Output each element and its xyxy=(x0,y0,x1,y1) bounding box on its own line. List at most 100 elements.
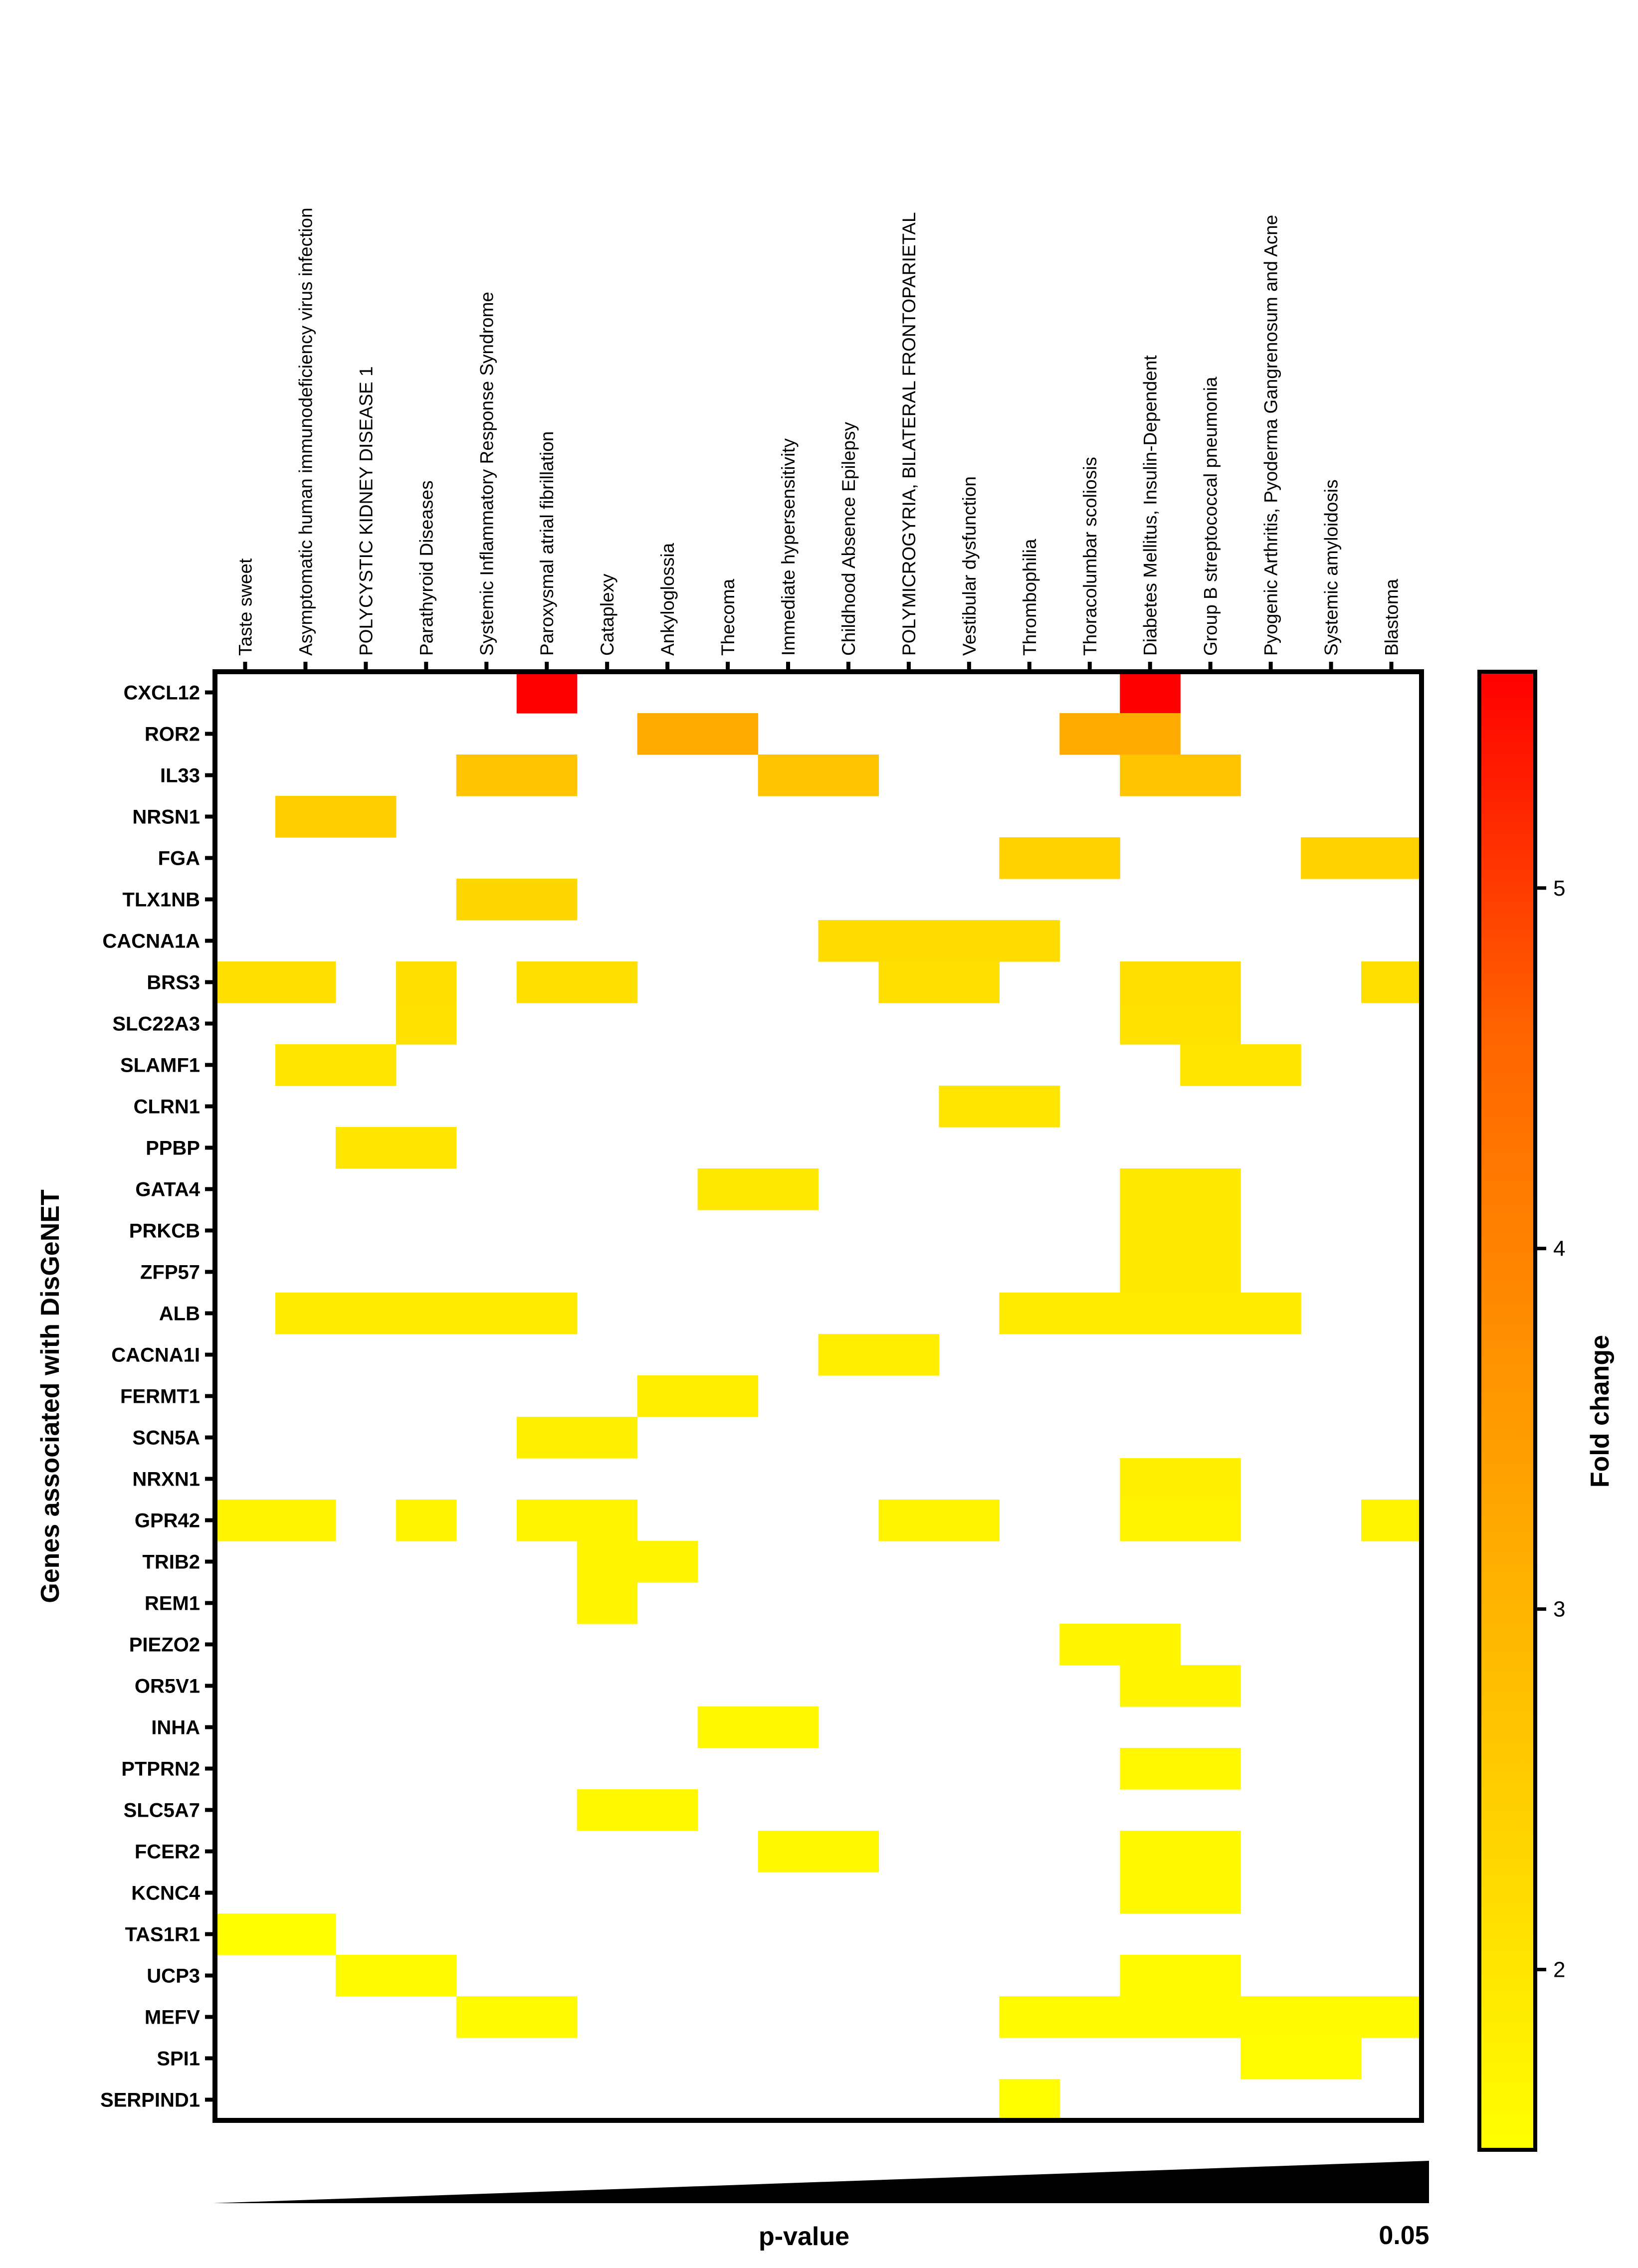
heatmap-cell xyxy=(1240,1044,1301,1086)
heatmap-cell xyxy=(1059,1624,1120,1666)
heatmap-cell xyxy=(215,1500,276,1541)
column-label: Thecoma xyxy=(718,578,738,656)
heatmap-cell xyxy=(818,755,879,796)
row-label: ROR2 xyxy=(145,724,200,746)
heatmap-cell xyxy=(818,920,879,962)
heatmap-cell xyxy=(456,1293,517,1334)
heatmap-cell xyxy=(1180,755,1241,796)
row-label: TRIB2 xyxy=(142,1551,200,1573)
heatmap-cell xyxy=(1120,1458,1181,1500)
row-label: SLC5A7 xyxy=(124,1800,200,1822)
heatmap-cell xyxy=(999,2079,1060,2121)
column-label: Cataplexy xyxy=(597,573,617,656)
heatmap-cell xyxy=(1361,837,1422,879)
heatmap-cell xyxy=(577,1541,638,1583)
heatmap-cell xyxy=(577,1582,638,1624)
heatmap-cell xyxy=(1180,1251,1241,1293)
row-label: SPI1 xyxy=(157,2048,200,2070)
heatmap-cell xyxy=(1120,1168,1181,1210)
heatmap-cell xyxy=(1120,1210,1181,1252)
heatmap-cell xyxy=(1180,1748,1241,1790)
row-label: SERPIND1 xyxy=(100,2089,200,2111)
heatmap-cell xyxy=(1361,1500,1422,1541)
row-label: FERMT1 xyxy=(120,1386,200,1408)
heatmap-cell xyxy=(516,755,578,796)
heatmap-cell xyxy=(1361,1996,1422,2038)
column-labels: Taste sweet Asymptomatic human immunodefi… xyxy=(235,207,1402,672)
heatmap-cell xyxy=(878,961,939,1003)
heatmap-cell xyxy=(577,1789,638,1831)
heatmap-cell xyxy=(999,1996,1060,2038)
p-value-wedge xyxy=(213,2161,1429,2203)
heatmap-cell xyxy=(697,713,759,755)
heatmap-cell xyxy=(1180,961,1241,1003)
heatmap-cell xyxy=(758,755,819,796)
heatmap-cell xyxy=(999,1293,1060,1334)
heatmap-cell xyxy=(1059,713,1120,755)
heatmap-cell xyxy=(1180,1458,1241,1500)
heatmap-cell xyxy=(818,1831,879,1873)
row-label: ALB xyxy=(159,1303,200,1325)
heatmap-cell xyxy=(999,1086,1060,1128)
heatmap-cell xyxy=(818,1334,879,1376)
heatmap-cell xyxy=(275,1913,336,1955)
heatmap-cell xyxy=(275,1044,336,1086)
row-label: FGA xyxy=(158,848,200,870)
colorbar-label: Fold change xyxy=(1586,1335,1615,1488)
heatmap-cell xyxy=(335,1127,397,1169)
heatmap-cell xyxy=(697,1168,759,1210)
heatmap-cell xyxy=(1120,1996,1181,2038)
row-label: GATA4 xyxy=(135,1179,200,1201)
heatmap-cell xyxy=(396,1003,457,1045)
heatmap-cell xyxy=(335,1955,397,1997)
heatmap-cell xyxy=(878,1500,939,1541)
heatmap-cell xyxy=(456,879,517,921)
heatmap-cell xyxy=(1180,1500,1241,1541)
row-labels: CXCL12 ROR2 IL33 NRSN1 FGA TLX1NB CACNA1A BRS3 S… xyxy=(100,682,215,2111)
heatmap-cell xyxy=(1120,755,1181,796)
row-label: SCN5A xyxy=(132,1427,200,1449)
row-label: PIEZO2 xyxy=(129,1634,200,1656)
row-label: PRKCB xyxy=(129,1220,200,1242)
heatmap-cell xyxy=(516,961,578,1003)
row-label: PPBP xyxy=(146,1137,200,1159)
heatmap-cell xyxy=(1120,1500,1181,1541)
heatmap-cell xyxy=(999,920,1060,962)
heatmap-cell xyxy=(1120,1293,1181,1334)
heatmap-cell xyxy=(396,961,457,1003)
heatmap-cell xyxy=(1120,1955,1181,1997)
heatmap-cell xyxy=(335,1293,397,1334)
column-label: Systemic amyloidosis xyxy=(1321,479,1342,656)
row-label: KCNC4 xyxy=(131,1883,201,1904)
row-label: SLC22A3 xyxy=(112,1013,200,1035)
heatmap-cell xyxy=(1180,1872,1241,1914)
row-label: TAS1R1 xyxy=(125,1924,200,1946)
heatmap-cell xyxy=(1240,2038,1301,2079)
heatmap-cell xyxy=(1120,672,1181,714)
heatmap-cell xyxy=(577,1417,638,1459)
heatmap-cell xyxy=(456,755,517,796)
colorbar-tick-label: 4 xyxy=(1553,1237,1565,1261)
heatmap-cell xyxy=(516,1293,578,1334)
y-axis-title: Genes associated with DisGeNET xyxy=(36,1189,65,1603)
column-label: Blastoma xyxy=(1382,578,1402,656)
colorbar-tick-label: 2 xyxy=(1553,1958,1565,1982)
heatmap-cell xyxy=(758,1706,819,1748)
row-label: NRSN1 xyxy=(132,806,200,828)
heatmap-cell xyxy=(637,1789,698,1831)
heatmap-cell xyxy=(396,1293,457,1334)
heatmap-cell xyxy=(1120,1665,1181,1707)
heatmap-cell xyxy=(1180,1168,1241,1210)
row-label: NRXN1 xyxy=(132,1469,200,1491)
column-label: Asymptomatic human immunodeficiency viru… xyxy=(295,207,316,656)
column-label: POLYMICROGYRIA, BILATERAL FRONTOPARIETAL xyxy=(899,212,919,656)
column-label: Taste sweet xyxy=(235,558,255,656)
row-label: FCER2 xyxy=(135,1841,200,1863)
row-label: PTPRN2 xyxy=(121,1758,200,1780)
heatmap-cell xyxy=(697,1706,759,1748)
column-label: POLYCYSTIC KIDNEY DISEASE 1 xyxy=(356,366,376,656)
column-label: Group B streptococcal pneumonia xyxy=(1201,377,1221,656)
heatmap-cell xyxy=(1180,1210,1241,1252)
heatmap-cell xyxy=(1180,1996,1241,2038)
